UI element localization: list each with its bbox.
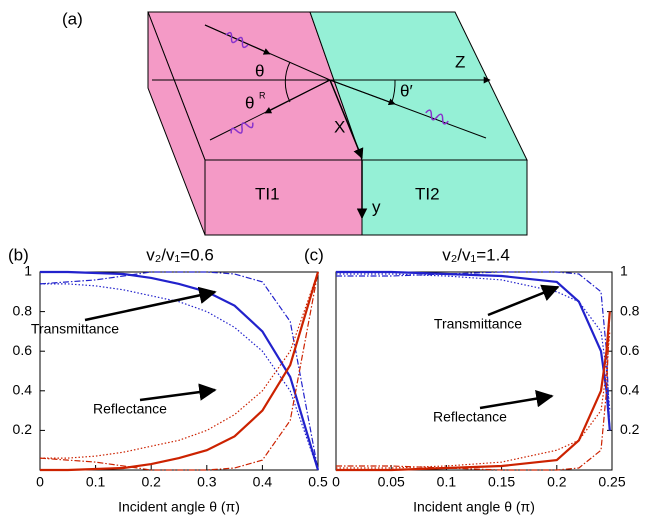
annotation: Transmittance [31,321,119,337]
diagram: (a) θ θ R θ′ Z X y TI1 TI2 [62,9,527,235]
left-front [205,160,362,235]
axis-label: X [334,117,345,136]
chart-title: v₂/v₁=0.6 [146,245,214,264]
series-line [40,284,318,470]
x-tick-label: 0.15 [488,474,515,490]
x-tick-label: 0.1 [86,474,106,490]
annotation-arrow [140,390,215,400]
y-tick-label: 1 [620,263,628,279]
axis-label: y [372,197,381,216]
figure: (a) θ θ R θ′ Z X y TI1 TI2 0 0.1 0.2 0.3 0.4… [0,0,660,518]
annotation: Reflectance [93,401,167,417]
x-tick-label: 0.2 [141,474,161,490]
angle-sup: R [259,90,266,100]
region-label: TI1 [255,184,280,203]
annotation-arrow [85,292,215,320]
x-axis-label: Incident angle θ (π) [118,499,240,515]
y-tick-label: 0.2 [620,421,640,437]
annotation-arrow [480,396,552,408]
x-tick-label: 0.3 [197,474,217,490]
chart-title: v₂/v₁=1.4 [442,245,510,264]
x-tick-label: 0.25 [598,474,625,490]
annotation: Reflectance [433,409,507,425]
y-tick-label: 0.6 [620,342,640,358]
y-tick-label: 0.2 [13,421,33,437]
annotation-arrow [488,287,558,315]
panel-label: (a) [62,9,83,28]
x-axis-label: Incident angle θ (π) [413,499,535,515]
series-line [336,312,610,470]
x-tick-label: 0.1 [437,474,457,490]
y-tick-label: 0.4 [620,382,640,398]
x-tick-label: 0 [36,474,44,490]
series-line [336,312,610,470]
x-tick-label: 0.5 [308,474,328,490]
plot-frame [336,272,612,470]
annotation: Transmittance [434,316,522,332]
x-tick-label: 0.2 [547,474,567,490]
region-label: TI2 [415,184,440,203]
panel-label: (b) [8,245,29,264]
angle-label: θ [255,61,264,80]
series-line [336,272,610,430]
x-tick-label: 0 [332,474,340,490]
series-line [336,272,610,430]
axis-label: Z [455,52,465,71]
x-tick-label: 0.05 [378,474,405,490]
y-tick-label: 0.8 [13,302,33,318]
x-tick-label: 0.4 [253,474,273,490]
y-tick-label: 0.8 [620,302,640,318]
y-tick-label: 0.6 [13,342,33,358]
right-front [362,160,527,235]
y-tick-label: 1 [24,263,32,279]
series-line [336,274,610,411]
series-line [336,331,610,468]
panel-label: (c) [304,245,324,264]
angle-label: θ′ [400,81,413,100]
angle-label: θ [245,93,254,112]
y-tick-label: 0.4 [13,382,33,398]
